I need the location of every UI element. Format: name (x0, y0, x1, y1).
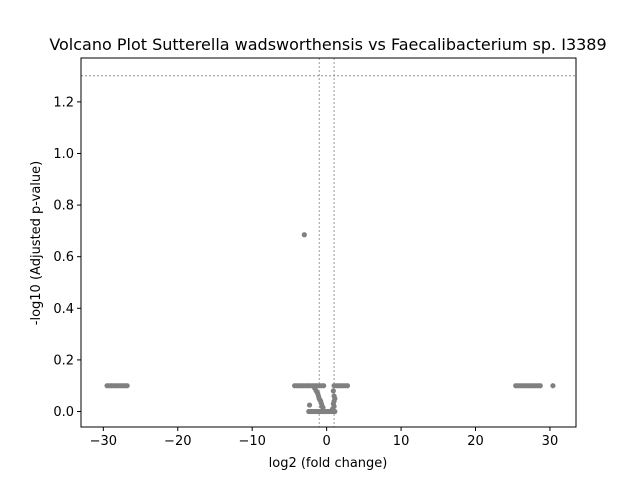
x-axis-label: log2 (fold change) (269, 456, 388, 471)
y-tick-label: 0.4 (53, 302, 74, 317)
data-point (301, 232, 307, 238)
data-point (550, 383, 556, 389)
y-tick-label: 0.0 (53, 405, 74, 420)
y-tick-label: 0.6 (53, 250, 74, 265)
data-point (332, 408, 338, 415)
y-tick-label: 1.2 (53, 95, 74, 110)
data-point (344, 383, 351, 389)
data-point (306, 402, 313, 408)
data-point (321, 383, 327, 389)
x-tick-label: 30 (542, 434, 559, 449)
chart-title: Volcano Plot Sutterella wadsworthensis v… (49, 35, 606, 54)
y-tick-label: 0.8 (53, 199, 74, 214)
x-tick-label: −30 (90, 434, 117, 449)
x-tick-label: 0 (322, 434, 330, 449)
x-tick-label: 10 (393, 434, 410, 449)
x-tick-label: 20 (467, 434, 484, 449)
data-point (330, 388, 336, 394)
plot-area: −30 −20 −10 0 10 20 30 0.0 0.2 0.4 0.6 0.8 1.0 1.2 (53, 57, 577, 449)
y-tick-label: 1.0 (53, 147, 74, 162)
data-point (537, 383, 543, 389)
plot-frame (80, 57, 577, 428)
y-tick-label: 0.2 (53, 353, 74, 368)
x-tick-label: −10 (238, 434, 265, 449)
y-axis-label: -log10 (Adjusted p-value) (29, 161, 44, 325)
x-tick-label: −20 (164, 434, 191, 449)
data-point (124, 383, 130, 389)
